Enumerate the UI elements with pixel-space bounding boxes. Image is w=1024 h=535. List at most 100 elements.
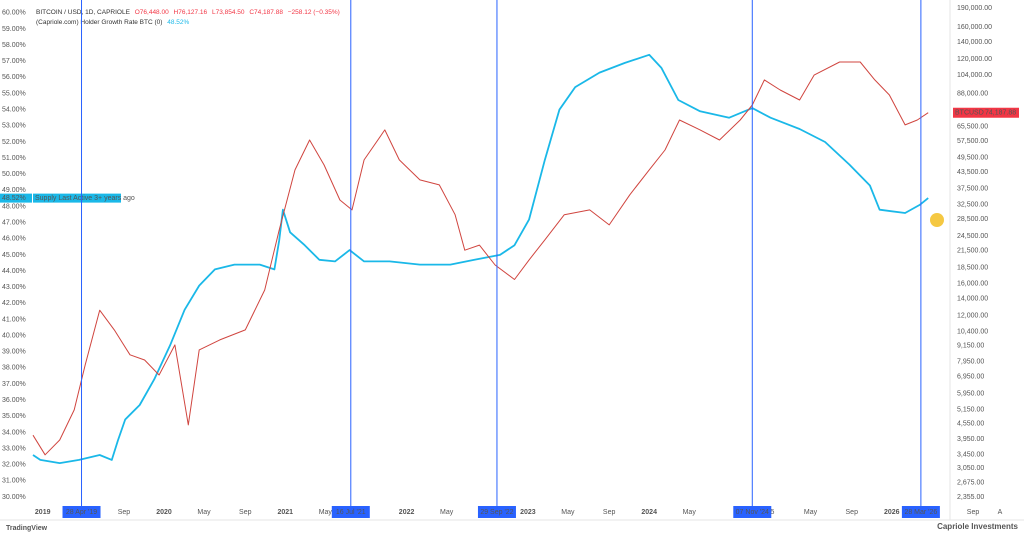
x-tick-label: 2024: [641, 509, 657, 516]
indicator-name: (Capriole.com) Holder Growth Rate BTC (0…: [36, 19, 162, 26]
x-tick-label: 2019: [35, 509, 51, 516]
y-tick-label: 31.00%: [2, 478, 26, 485]
price-tag-symbol: BTCUSD: [955, 110, 984, 117]
date-marker-label: 29 Sep '22: [480, 509, 513, 516]
y-tick-label: 37.00%: [2, 381, 26, 388]
y2-tick-label: 49,500.00: [957, 155, 988, 162]
date-marker-box: [733, 506, 772, 518]
y2-tick-label: 2,355.00: [957, 494, 984, 501]
date-marker-label: 28 Apr '19: [66, 509, 97, 516]
date-marker-box: [331, 506, 370, 518]
y2-tick-label: 120,000.00: [957, 56, 992, 63]
header-line-2: (Capriole.com) Holder Growth Rate BTC (0…: [36, 19, 190, 26]
y2-tick-label: 6,950.00: [957, 373, 984, 380]
y2-tick-label: 43,500.00: [957, 169, 988, 176]
y2-tick-label: 3,050.00: [957, 465, 984, 472]
y2-tick-label: 5,950.00: [957, 391, 984, 398]
indicator-line: [32, 53, 929, 464]
y2-tick-label: 4,550.00: [957, 420, 984, 427]
y-tick-label: 46.00%: [2, 236, 26, 243]
change: −258.12 (−0.35%): [288, 9, 340, 16]
y2-tick-label: 3,950.00: [957, 436, 984, 443]
y2-tick-label: 7,950.00: [957, 358, 984, 365]
price-tag-value: 74,187.88: [985, 110, 1016, 117]
x-tick-label: 2021: [278, 509, 294, 516]
y2-tick-label: 3,450.00: [957, 451, 984, 458]
header-line-1: BITCOIN / USD, 1D, CAPRIOLE O76,448.00 H…: [36, 9, 340, 16]
high: H76,127.16: [174, 9, 208, 16]
platform-logo[interactable]: TradingView: [6, 525, 48, 532]
y-tick-label: 59.00%: [2, 26, 26, 33]
y-tick-label: 56.00%: [2, 74, 26, 81]
y-tick-label: 34.00%: [2, 429, 26, 436]
y2-tick-label: 88,000.00: [957, 91, 988, 98]
y2-tick-label: 10,400.00: [957, 328, 988, 335]
y-tick-label: 35.00%: [2, 413, 26, 420]
indicator-value-label: 48.52%: [2, 195, 26, 202]
y-tick-label: 43.00%: [2, 284, 26, 291]
x-tick-label: Sep: [846, 509, 859, 516]
y2-tick-label: 14,000.00: [957, 295, 988, 302]
y2-tick-label: 37,500.00: [957, 186, 988, 193]
y-tick-label: 38.00%: [2, 365, 26, 372]
y-tick-label: 50.00%: [2, 171, 26, 178]
y-tick-label: 44.00%: [2, 268, 26, 275]
y-tick-label: 51.00%: [2, 155, 26, 162]
auto-scale-button[interactable]: A: [998, 509, 1003, 516]
date-marker-box: [62, 506, 101, 518]
y2-tick-label: 65,500.00: [957, 123, 988, 130]
y-tick-label: 32.00%: [2, 462, 26, 469]
x-tick-label: 2020: [156, 509, 172, 516]
date-marker-label: 28 Mar '26: [904, 509, 937, 516]
y2-tick-label: 140,000.00: [957, 39, 992, 46]
y2-tick-label: 104,000.00: [957, 72, 992, 79]
y-tick-label: 60.00%: [2, 10, 26, 17]
y2-tick-label: 12,000.00: [957, 312, 988, 319]
y-tick-label: 45.00%: [2, 252, 26, 259]
y2-tick-label: 28,500.00: [957, 216, 988, 223]
y2-tick-label: 5,150.00: [957, 407, 984, 414]
y-tick-label: 58.00%: [2, 42, 26, 49]
y2-tick-label: 57,500.00: [957, 138, 988, 145]
x-tick-label: 2026: [884, 509, 900, 516]
x-tick-label: 2023: [520, 509, 536, 516]
y-tick-label: 47.00%: [2, 219, 26, 226]
close: C74,187.88: [249, 9, 283, 16]
y2-tick-label: 24,500.00: [957, 233, 988, 240]
x-tick-label: 2022: [399, 509, 415, 516]
indicator-value-tag: [0, 193, 32, 203]
price-tag: [953, 107, 1019, 118]
publisher: Capriole Investments: [937, 522, 1018, 531]
y2-tick-label: 190,000.00: [957, 5, 992, 12]
y-tick-label: 49.00%: [2, 187, 26, 194]
symbol-title: BITCOIN / USD, 1D, CAPRIOLE: [36, 9, 131, 16]
y-tick-label: 40.00%: [2, 332, 26, 339]
date-marker-box: [477, 506, 516, 518]
x-tick-label: May: [197, 509, 211, 516]
y-tick-label: 55.00%: [2, 90, 26, 97]
indicator-value: 48.52%: [167, 19, 189, 26]
price-line: [32, 61, 929, 456]
y-tick-label: 57.00%: [2, 58, 26, 65]
indicator-axis-label: Supply Last Active 3+ years ago: [35, 195, 135, 202]
y2-tick-label: 21,500.00: [957, 248, 988, 255]
y-tick-label: 39.00%: [2, 349, 26, 356]
open: O76,448.00: [135, 9, 169, 16]
y2-tick-label: 16,000.00: [957, 280, 988, 287]
cursor-icon: [930, 213, 944, 227]
x-tick-label: May: [683, 509, 697, 516]
y-tick-label: 36.00%: [2, 397, 26, 404]
x-tick-label: Sep: [967, 509, 980, 516]
x-tick-label: May: [319, 509, 333, 516]
y2-tick-label: 9,150.00: [957, 343, 984, 350]
y-tick-label: 41.00%: [2, 316, 26, 323]
date-marker-label: 07 Nov '24: [736, 509, 769, 516]
x-tick-label: Sep: [603, 509, 616, 516]
x-tick-label: Sep: [239, 509, 252, 516]
y-tick-label: 54.00%: [2, 107, 26, 114]
date-marker-label: 16 Jul '21: [336, 509, 366, 516]
x-tick-label: May: [440, 509, 454, 516]
